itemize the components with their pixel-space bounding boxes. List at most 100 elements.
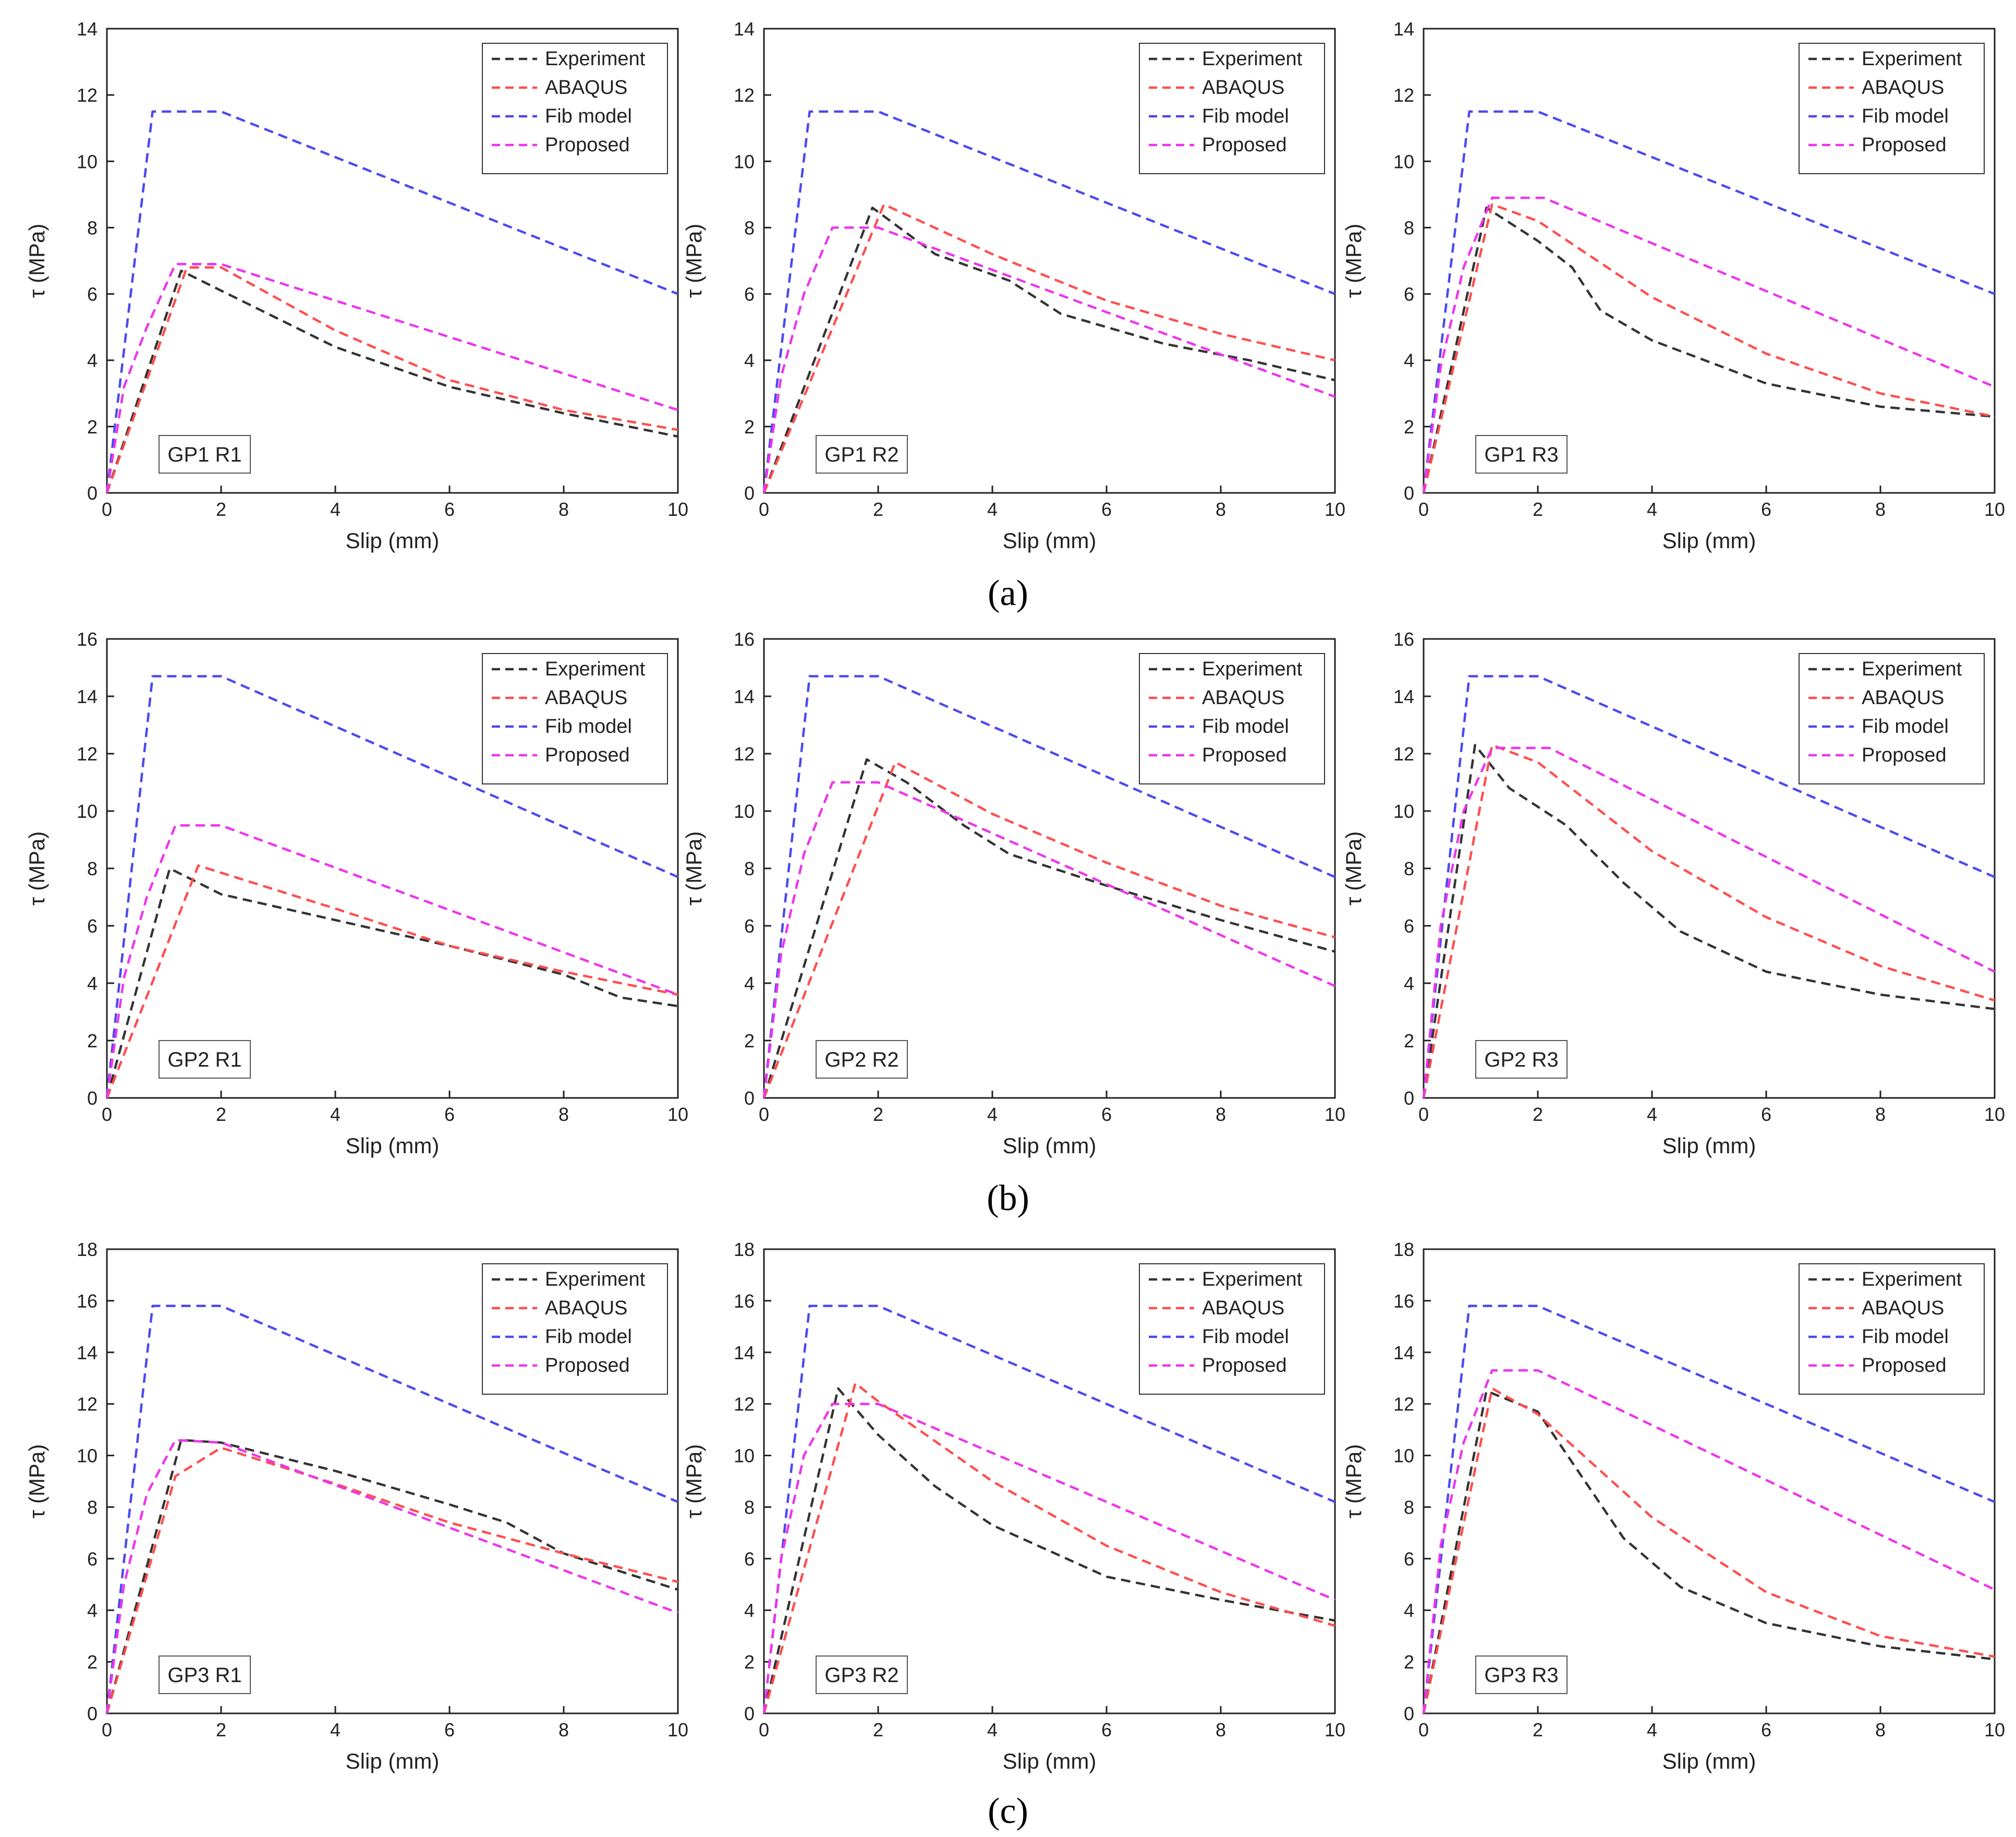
y-tick-label: 6 xyxy=(87,915,98,937)
x-axis-label: Slip (mm) xyxy=(346,1133,440,1158)
x-axis-label: Slip (mm) xyxy=(346,1749,440,1773)
chart-gp2-r1: 0 2 4 6 8 10 0 2 4 6 8 10 12 14 16 Slip (mm) τ (MPa) Expe… xyxy=(25,629,688,1158)
y-tick-label: 8 xyxy=(1404,858,1414,879)
series-experiment-line xyxy=(105,1439,678,1714)
series-proposed-line xyxy=(762,226,1335,493)
panel-label: GP1 R3 xyxy=(1484,443,1558,466)
x-tick-label: 0 xyxy=(759,499,769,520)
chart-panels: 0 2 4 6 8 10 0 2 4 6 8 10 12 14 Slip (mm) τ (MPa) Experi… xyxy=(25,18,2005,1773)
x-tick-label: 6 xyxy=(1101,499,1112,520)
legend-label: Fib model xyxy=(545,105,632,127)
legend-label: Fib model xyxy=(1862,105,1949,127)
legend-label: Proposed xyxy=(1862,134,1947,156)
y-tick-label: 10 xyxy=(77,801,98,822)
y-tick-label: 10 xyxy=(734,801,755,822)
x-tick-label: 4 xyxy=(987,1719,998,1741)
series-fib-model-line xyxy=(1422,675,1995,1098)
legend-label: Fib model xyxy=(545,1326,632,1348)
x-tick-label: 10 xyxy=(1325,499,1345,520)
x-tick-label: 8 xyxy=(1216,1104,1226,1125)
y-tick-label: 2 xyxy=(1404,1030,1414,1052)
legend-label: Experiment xyxy=(1202,1268,1303,1290)
y-tick-label: 10 xyxy=(734,151,755,172)
panel-label-box xyxy=(816,1655,908,1694)
legend-box xyxy=(1139,43,1325,174)
x-tick-label: 4 xyxy=(1647,1719,1657,1741)
x-tick-label: 0 xyxy=(1418,1104,1429,1125)
y-tick-label: 6 xyxy=(744,1548,755,1569)
y-tick-label: 2 xyxy=(744,1030,755,1052)
y-axis-label: τ (MPa) xyxy=(682,224,706,298)
x-tick-label: 10 xyxy=(667,1719,688,1741)
y-tick-label: 12 xyxy=(77,743,98,765)
legend-box xyxy=(482,1263,668,1395)
legend-label: ABAQUS xyxy=(1202,687,1284,709)
y-tick-label: 8 xyxy=(744,1496,755,1518)
chart-gp3-r3: 0 2 4 6 8 10 0 2 4 6 8 10 12 14 16 18 Slip (mm) τ (MPa) Ex… xyxy=(1341,1239,2005,1773)
legend-label: Proposed xyxy=(1202,1355,1287,1376)
y-tick-label: 0 xyxy=(87,1087,98,1109)
y-axis-label: τ (MPa) xyxy=(682,1444,706,1519)
series-proposed-line xyxy=(105,263,678,493)
y-tick-label: 16 xyxy=(734,629,755,650)
series-abaqus-line xyxy=(762,1382,1335,1714)
legend-label: Experiment xyxy=(545,48,646,70)
x-tick-label: 4 xyxy=(330,499,341,520)
panel-label-box xyxy=(1475,1040,1568,1079)
y-tick-label: 6 xyxy=(1404,915,1414,937)
legend-label: Experiment xyxy=(1862,658,1962,680)
legend-label: Fib model xyxy=(1862,1326,1949,1348)
plot-frame xyxy=(763,28,1336,494)
y-axis-label: τ (MPa) xyxy=(25,1444,49,1519)
x-tick-label: 10 xyxy=(1984,1104,2005,1125)
legend-label: Fib model xyxy=(1202,716,1289,738)
y-tick-label: 14 xyxy=(734,686,755,707)
series-experiment-line xyxy=(105,867,678,1098)
y-tick-label: 4 xyxy=(87,973,98,994)
legend-label: ABAQUS xyxy=(545,687,627,709)
y-tick-label: 8 xyxy=(87,217,98,238)
x-tick-label: 0 xyxy=(759,1719,769,1741)
legend-label: Proposed xyxy=(1202,134,1287,156)
series-abaqus-line xyxy=(105,1446,678,1714)
x-tick-label: 4 xyxy=(987,1104,998,1125)
y-tick-label: 14 xyxy=(77,1342,98,1363)
x-tick-label: 2 xyxy=(873,499,883,520)
x-tick-label: 8 xyxy=(1875,499,1886,520)
series-fib-model-line xyxy=(105,675,678,1098)
y-tick-label: 18 xyxy=(77,1239,98,1260)
legend-label: ABAQUS xyxy=(1862,77,1944,99)
series-experiment-line xyxy=(105,269,678,493)
x-axis-label: Slip (mm) xyxy=(346,528,440,553)
legend-label: ABAQUS xyxy=(1862,687,1944,709)
panel-label: GP1 R1 xyxy=(167,443,241,466)
y-tick-label: 0 xyxy=(744,482,755,504)
x-tick-label: 10 xyxy=(667,1104,688,1125)
y-tick-label: 0 xyxy=(744,1703,755,1724)
y-tick-label: 6 xyxy=(744,284,755,305)
x-tick-label: 2 xyxy=(873,1719,883,1741)
y-tick-label: 8 xyxy=(744,858,755,879)
legend-label: Experiment xyxy=(1862,1268,1962,1290)
x-axis-label: Slip (mm) xyxy=(1662,1749,1756,1773)
series-experiment-line xyxy=(1422,744,1995,1098)
y-tick-label: 0 xyxy=(87,1703,98,1724)
y-tick-label: 6 xyxy=(1404,284,1414,305)
x-tick-label: 2 xyxy=(1533,1719,1543,1741)
y-tick-label: 14 xyxy=(1393,686,1414,707)
x-tick-label: 0 xyxy=(1418,499,1429,520)
x-tick-label: 6 xyxy=(444,499,455,520)
x-tick-label: 6 xyxy=(444,1719,455,1741)
y-tick-label: 2 xyxy=(87,416,98,438)
legend-box xyxy=(1139,1263,1325,1395)
x-tick-label: 10 xyxy=(667,499,688,520)
x-tick-label: 2 xyxy=(1533,499,1543,520)
legend-label: Proposed xyxy=(1862,1355,1947,1376)
y-tick-label: 10 xyxy=(77,151,98,172)
panel-label-box xyxy=(159,435,251,474)
legend-label: Fib model xyxy=(545,716,632,738)
x-tick-label: 6 xyxy=(444,1104,455,1125)
panel-label-box xyxy=(1475,1655,1568,1694)
y-tick-label: 10 xyxy=(734,1445,755,1467)
